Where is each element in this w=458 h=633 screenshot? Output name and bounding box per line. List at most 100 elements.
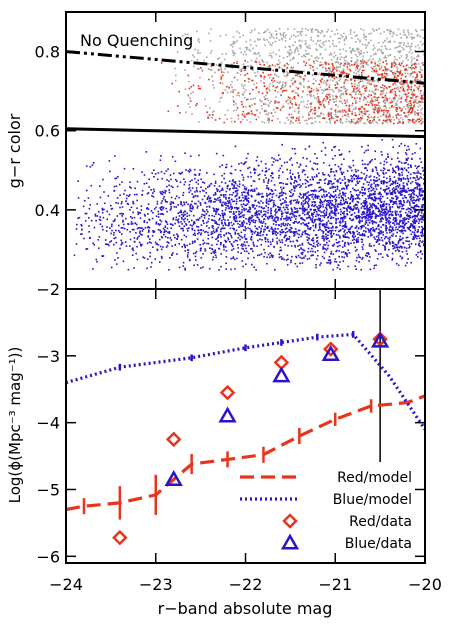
blue-point [385, 214, 387, 216]
gray-point [220, 67, 222, 69]
red-point [247, 78, 250, 80]
blue-point [347, 243, 350, 246]
blue-point [174, 236, 176, 239]
red-point [420, 90, 422, 92]
blue-point [364, 235, 366, 237]
gray-point [404, 108, 407, 110]
blue-point [357, 182, 359, 184]
blue-point [284, 223, 287, 225]
blue-point [357, 227, 360, 229]
blue-point [166, 223, 169, 225]
gray-point [239, 69, 241, 71]
blue-point [244, 198, 247, 200]
blue-point [365, 219, 368, 222]
blue-point [343, 226, 346, 228]
blue-point [334, 229, 337, 232]
blue-point [414, 236, 417, 238]
gray-point [393, 72, 395, 74]
gray-point [376, 107, 378, 109]
gray-point [269, 66, 271, 68]
blue-point [126, 202, 129, 205]
gray-point [400, 117, 402, 119]
blue-point [246, 192, 249, 194]
blue-point [292, 232, 295, 235]
blue-point [395, 226, 397, 228]
gray-point [312, 78, 315, 80]
gray-point [402, 60, 404, 62]
blue-point [322, 205, 324, 208]
blue-point [183, 178, 185, 180]
blue-point [155, 243, 158, 245]
gray-point [274, 73, 276, 75]
gray-point [373, 93, 376, 96]
blue-point [237, 222, 239, 225]
blue-point [404, 223, 407, 225]
blue-point [344, 201, 347, 203]
blue-point [166, 244, 169, 247]
blue-point [360, 203, 363, 205]
red-point [237, 114, 240, 117]
gray-point [292, 89, 295, 92]
blue-point [251, 220, 253, 222]
gray-point [268, 88, 270, 91]
blue-point [235, 200, 238, 203]
gray-point [415, 82, 417, 84]
blue-point [168, 232, 171, 234]
blue-point [311, 247, 313, 250]
blue-point [219, 201, 222, 203]
red-point [283, 90, 286, 92]
blue-point [230, 165, 233, 168]
blue-point [253, 266, 255, 268]
red-point [253, 103, 256, 105]
blue-point [155, 223, 158, 225]
gray-point [263, 31, 265, 34]
blue-point [135, 232, 137, 234]
blue-point [250, 231, 253, 233]
gray-point [266, 28, 269, 31]
red-point [246, 72, 249, 75]
gray-point [395, 63, 398, 66]
gray-point [220, 61, 223, 64]
gray-point [245, 53, 247, 56]
blue-point [221, 174, 223, 177]
gray-point [310, 39, 312, 41]
blue-point [341, 179, 344, 181]
red-point [362, 65, 365, 67]
gray-point [176, 51, 179, 53]
blue-point [365, 176, 367, 179]
red-point [401, 62, 403, 65]
red-point [319, 79, 322, 82]
blue-point [329, 201, 332, 204]
blue-point [322, 173, 325, 176]
blue-point [270, 180, 273, 182]
blue-point [367, 184, 370, 186]
blue-point [150, 189, 152, 191]
blue-point [391, 235, 394, 237]
blue-point [185, 223, 187, 225]
gray-point [350, 94, 353, 96]
gray-point [398, 45, 400, 48]
blue-point [362, 183, 365, 185]
blue-point [245, 263, 247, 265]
blue-point [357, 197, 359, 199]
blue-point [224, 219, 226, 222]
blue-point [161, 200, 163, 202]
blue-point [191, 219, 193, 222]
red-point [345, 111, 347, 113]
gray-point [374, 100, 377, 102]
blue-point [289, 224, 291, 226]
blue-point [292, 193, 295, 195]
gray-point [230, 84, 232, 86]
gray-point [403, 33, 405, 36]
red-point [282, 89, 284, 92]
blue-point [322, 188, 324, 191]
red-point [330, 116, 333, 119]
red-point [336, 69, 338, 72]
gray-point [338, 90, 340, 93]
blue-point [174, 222, 176, 225]
gray-point [204, 98, 206, 101]
blue-point [304, 231, 306, 233]
blue-point [320, 211, 323, 214]
blue-point [382, 244, 384, 246]
blue-point [197, 205, 199, 207]
